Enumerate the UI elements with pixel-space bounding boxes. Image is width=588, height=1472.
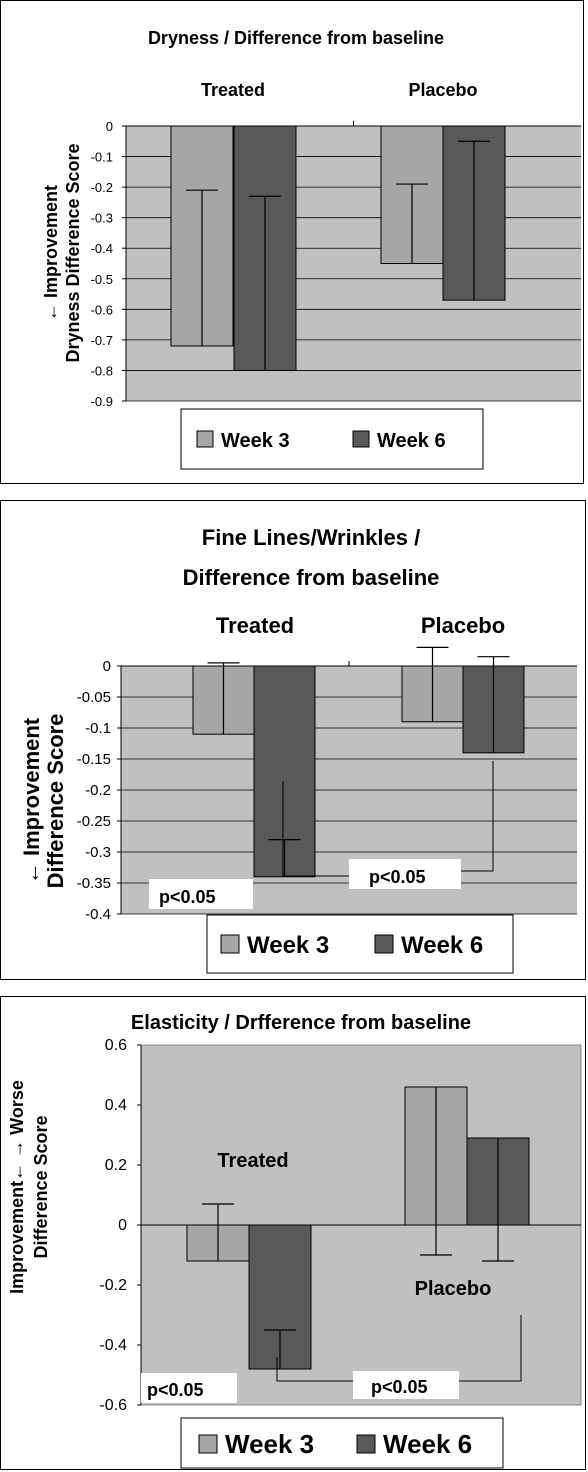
chart-title-line-2: Difference from baseline: [183, 565, 440, 590]
legend-swatch-week6: [374, 934, 394, 954]
y-tick-label: -0.2: [99, 1277, 127, 1294]
y-tick-label: -0.6: [99, 1397, 127, 1414]
chart-title: Dryness / Difference from baseline: [148, 28, 444, 48]
y-tick-label: -0.4: [91, 241, 113, 256]
y-tick-label: -0.15: [77, 751, 111, 768]
legend-swatch-week3: [220, 934, 240, 954]
y-tick-label: -0.4: [85, 906, 111, 923]
y-axis-arrow-label: ← Improvement: [19, 717, 44, 884]
significance-connector-treated: [282, 781, 349, 877]
elasticity-chart-panel: Elasticity / Drfference from baseline Im…: [0, 996, 586, 1470]
y-tick-label: 0: [118, 1217, 127, 1234]
legend-swatch-week6: [356, 1434, 376, 1454]
y-tick-label: -0.7: [91, 333, 113, 348]
y-tick-label: -0.3: [85, 844, 111, 861]
y-tick-label: -0.8: [91, 363, 113, 378]
legend: Week 3 Week 6: [180, 408, 484, 470]
dryness-chart-panel: Dryness / Difference from baseline Treat…: [0, 0, 584, 484]
category-label-placebo: Placebo: [421, 613, 505, 638]
significance-connector-treated: [276, 1357, 353, 1382]
category-label-placebo: Placebo: [415, 1278, 492, 1300]
y-tick-label: -0.25: [77, 813, 111, 830]
fine-lines-chart-panel: Fine Lines/Wrinkles / Difference from ba…: [0, 500, 586, 980]
legend-swatch-week6: [352, 430, 370, 448]
y-tick-label: 0.2: [105, 1157, 127, 1174]
chart-title: Elasticity / Drfference from baseline: [131, 1012, 471, 1034]
elasticity-chart: Elasticity / Drfference from baseline Im…: [7, 1012, 582, 1469]
y-tick-label: -0.2: [85, 782, 111, 799]
y-axis-arrow-label: Improvement← → Worse: [7, 1080, 27, 1294]
p-value-label-2: p<0.05: [369, 867, 426, 887]
y-tick-label: -0.1: [85, 720, 111, 737]
p-value-label-1: p<0.05: [159, 887, 216, 907]
legend-label-week3: Week 3: [225, 1429, 314, 1459]
y-tick-label: -0.6: [91, 302, 113, 317]
significance-connector-placebo: [459, 761, 494, 872]
chart-title-line-1: Fine Lines/Wrinkles /: [202, 525, 420, 550]
category-label-treated: Treated: [216, 613, 294, 638]
legend-label-week6: Week 6: [377, 430, 446, 452]
p-value-label-1: p<0.05: [147, 1380, 204, 1400]
fine-lines-chart: Fine Lines/Wrinkles / Difference from ba…: [19, 525, 577, 974]
legend-swatch-week3: [198, 1434, 218, 1454]
y-axis-label: Difference Score: [43, 714, 68, 889]
significance-connector-placebo: [459, 1315, 522, 1382]
legend-label-week3: Week 3: [247, 932, 329, 959]
y-tick-label: 0: [103, 658, 111, 675]
category-label-treated: Treated: [217, 1150, 288, 1172]
y-tick-label: 0.4: [105, 1097, 127, 1114]
y-axis-arrow-label: ← Improvement: [41, 185, 61, 321]
y-tick-label: -0.3: [91, 211, 113, 226]
y-tick-label: -0.1: [91, 150, 113, 165]
legend-label-week6: Week 6: [401, 932, 483, 959]
legend: Week 3 Week 6: [206, 914, 514, 974]
plot-area: 0.6 0.4 0.2 0 -0.2 -0.4 -0.6: [99, 1037, 582, 1414]
y-tick-label: 0.6: [105, 1037, 127, 1054]
dryness-chart: Dryness / Difference from baseline Treat…: [41, 28, 581, 470]
category-label-treated: Treated: [201, 80, 265, 100]
y-tick-label: -0.2: [91, 180, 113, 195]
y-tick-label: -0.05: [77, 689, 111, 706]
plot-area: 0 -0.1 -0.2 -0.3 -0.4 -0.5 -0.6 -0.7 -0.8 -0.9: [91, 119, 581, 409]
legend: Week 3 Week 6: [180, 1417, 504, 1469]
significance-annotations: p<0.05 p<0.05: [141, 1315, 522, 1403]
legend-label-week6: Week 6: [383, 1429, 472, 1459]
legend-swatch-week3: [196, 430, 214, 448]
p-value-label-2: p<0.05: [371, 1377, 428, 1397]
significance-annotations: p<0.05 p<0.05: [149, 761, 494, 909]
y-tick-label: -0.9: [91, 394, 113, 409]
y-tick-label: -0.5: [91, 272, 113, 287]
y-tick-label: 0: [106, 119, 113, 134]
y-axis-label: Difference Score: [31, 1115, 51, 1258]
y-axis-label: Dryness Difference Score: [63, 143, 83, 362]
category-label-placebo: Placebo: [408, 80, 477, 100]
legend-label-week3: Week 3: [221, 430, 290, 452]
y-tick-label: -0.35: [77, 875, 111, 892]
y-tick-label: -0.4: [99, 1337, 127, 1354]
bar-treated-week6: [253, 665, 316, 878]
